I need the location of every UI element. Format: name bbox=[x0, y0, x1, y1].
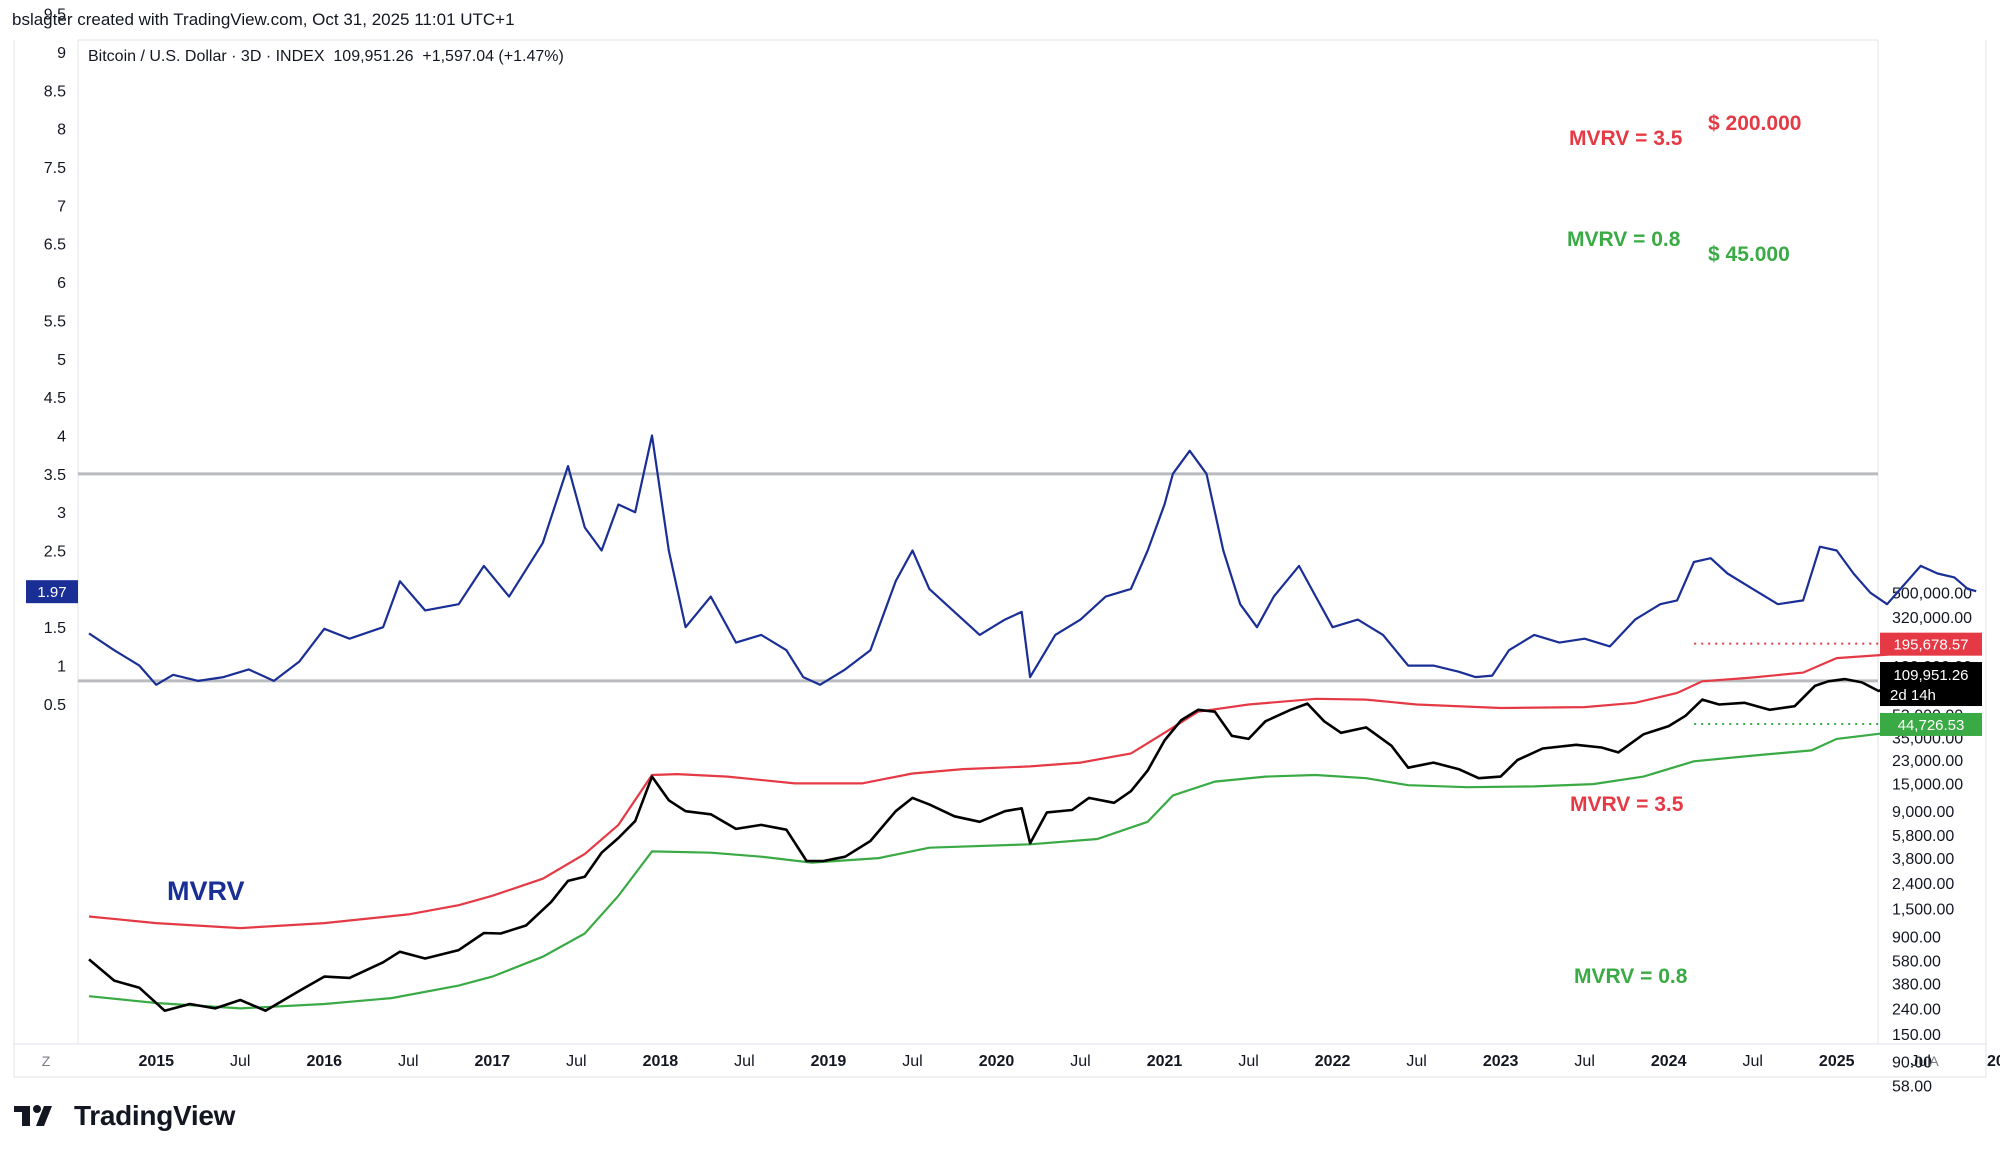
mvrv-low-annotation: MVRV = 0.8 bbox=[1574, 965, 1688, 988]
tradingview-brand[interactable]: TradingView bbox=[14, 1100, 235, 1132]
time-axis-tick: Jul bbox=[734, 1053, 754, 1070]
bar-countdown-label: 2d 14h bbox=[1890, 687, 1936, 704]
time-axis-tick: 2020 bbox=[979, 1053, 1015, 1070]
right-axis-tick: 3,800.00 bbox=[1892, 851, 1954, 868]
mvrv-line bbox=[88, 434, 1977, 686]
left-axis-tick: 8.5 bbox=[44, 83, 66, 100]
right-axis-tick: 380.00 bbox=[1892, 976, 1941, 993]
time-axis-tick: Jul bbox=[1742, 1053, 1762, 1070]
time-axis-tick: 2024 bbox=[1651, 1053, 1687, 1070]
brand-name: TradingView bbox=[74, 1100, 236, 1131]
auto-scale-button[interactable]: A bbox=[1929, 1053, 1939, 1069]
right-axis-tick: 9,000.00 bbox=[1892, 804, 1954, 821]
tradingview-logo-icon bbox=[14, 1105, 52, 1126]
chart-attribution: bslagter created with TradingView.com, O… bbox=[12, 10, 515, 29]
lower-band-line bbox=[88, 722, 1977, 1010]
time-axis-tick: Jul bbox=[230, 1053, 250, 1070]
price-change: +1,597.04 (+1.47%) bbox=[422, 48, 564, 65]
mvrv-pane-title: MVRV bbox=[167, 876, 245, 906]
left-axis-tick: 7 bbox=[57, 198, 66, 215]
left-axis-tick: 4.5 bbox=[44, 390, 66, 407]
right-axis-tick: 240.00 bbox=[1892, 1001, 1941, 1018]
lower-target-annotation: $ 45.000 bbox=[1708, 243, 1790, 266]
right-axis-tick: 580.00 bbox=[1892, 953, 1941, 970]
chart[interactable]: 1312.51211.51110.5109.598.587.576.565.55… bbox=[0, 0, 2000, 1100]
upper-band-line bbox=[88, 642, 1977, 930]
symbol-legend: Bitcoin / U.S. Dollar · 3D · INDEX 109,9… bbox=[88, 48, 564, 66]
mvrv-value-tag bbox=[26, 580, 78, 604]
time-axis-tick: 2017 bbox=[475, 1053, 511, 1070]
mvrv-high-annotation: MVRV = 3.5 bbox=[1570, 793, 1684, 816]
lower-band-price-tag bbox=[1880, 712, 1982, 736]
time-axis-tick: 2015 bbox=[138, 1053, 174, 1070]
left-axis-tick: 9.5 bbox=[44, 7, 66, 24]
left-axis-tick: 3 bbox=[57, 505, 66, 522]
time-axis-tick: Jul bbox=[1238, 1053, 1258, 1070]
time-axis-tick: 2021 bbox=[1147, 1053, 1183, 1070]
right-axis-tick: 150.00 bbox=[1892, 1027, 1941, 1044]
left-axis-tick: 2.5 bbox=[44, 544, 66, 561]
time-axis-tick: Jul bbox=[902, 1053, 922, 1070]
time-axis-tick: Jul bbox=[1911, 1053, 1931, 1070]
upper-band-price-label: 195,678.57 bbox=[1893, 637, 1968, 654]
left-axis-tick: 8 bbox=[57, 122, 66, 139]
right-axis-tick: 500,000.00 bbox=[1892, 586, 1972, 603]
last-price: 109,951.26 bbox=[333, 48, 414, 65]
time-axis-tick: 2026 bbox=[1987, 1053, 2000, 1070]
right-axis-tick: 2,400.00 bbox=[1892, 876, 1954, 893]
mvrv-value-label: 1.97 bbox=[37, 584, 66, 601]
left-axis-tick: 6 bbox=[57, 275, 66, 292]
time-axis-tick: Jul bbox=[398, 1053, 418, 1070]
time-axis-tick: 2025 bbox=[1819, 1053, 1855, 1070]
upper-mvrv-annotation: MVRV = 3.5 bbox=[1569, 127, 1683, 150]
last-price-tag bbox=[1880, 662, 1982, 707]
right-axis-tick: 58.00 bbox=[1892, 1079, 1932, 1096]
time-axis-tick: 2019 bbox=[811, 1053, 847, 1070]
right-axis-tick: 1,500.00 bbox=[1892, 902, 1954, 919]
left-axis-tick: 5 bbox=[57, 352, 66, 369]
time-axis-tick: 2022 bbox=[1315, 1053, 1351, 1070]
time-axis-tick: 2023 bbox=[1483, 1053, 1519, 1070]
right-axis-tick: 23,000.00 bbox=[1892, 753, 1963, 770]
last-price-label: 109,951.26 bbox=[1893, 667, 1968, 684]
right-axis-tick: 320,000.00 bbox=[1892, 610, 1972, 627]
left-axis-tick: 6.5 bbox=[44, 237, 66, 254]
price-line bbox=[88, 669, 1978, 1012]
upper-target-annotation: $ 200.000 bbox=[1708, 112, 1801, 135]
right-axis-tick: 90.00 bbox=[1892, 1055, 1932, 1072]
time-axis-tick: Jul bbox=[1406, 1053, 1426, 1070]
right-axis-tick: 900.00 bbox=[1892, 929, 1941, 946]
symbol-name: Bitcoin / U.S. Dollar · 3D · INDEX bbox=[88, 48, 325, 65]
left-axis-tick: 9 bbox=[57, 45, 66, 62]
time-axis-tick: Jul bbox=[1070, 1053, 1090, 1070]
right-axis-tick: 5,800.00 bbox=[1892, 828, 1954, 845]
time-axis-tick: Jul bbox=[1574, 1053, 1594, 1070]
left-axis-tick: 1.5 bbox=[44, 620, 66, 637]
plot-frame bbox=[77, 39, 1879, 1045]
left-axis-tick: 7.5 bbox=[44, 160, 66, 177]
time-axis-tick: 2018 bbox=[643, 1053, 679, 1070]
lower-mvrv-annotation: MVRV = 0.8 bbox=[1567, 228, 1681, 251]
lower-band-price-label: 44,726.53 bbox=[1898, 717, 1965, 734]
right-axis-tick: 15,000.00 bbox=[1892, 776, 1963, 793]
left-axis-tick: 4 bbox=[57, 428, 66, 445]
left-axis-tick: 0.5 bbox=[44, 697, 66, 714]
left-axis-tick: 3.5 bbox=[44, 467, 66, 484]
left-axis-tick: 1 bbox=[57, 659, 66, 676]
upper-band-price-tag bbox=[1880, 632, 1982, 656]
time-axis-tick: 2016 bbox=[306, 1053, 342, 1070]
auto-scale-button[interactable]: Z bbox=[42, 1053, 51, 1069]
time-axis-tick: Jul bbox=[566, 1053, 586, 1070]
left-axis-tick: 5.5 bbox=[44, 313, 66, 330]
